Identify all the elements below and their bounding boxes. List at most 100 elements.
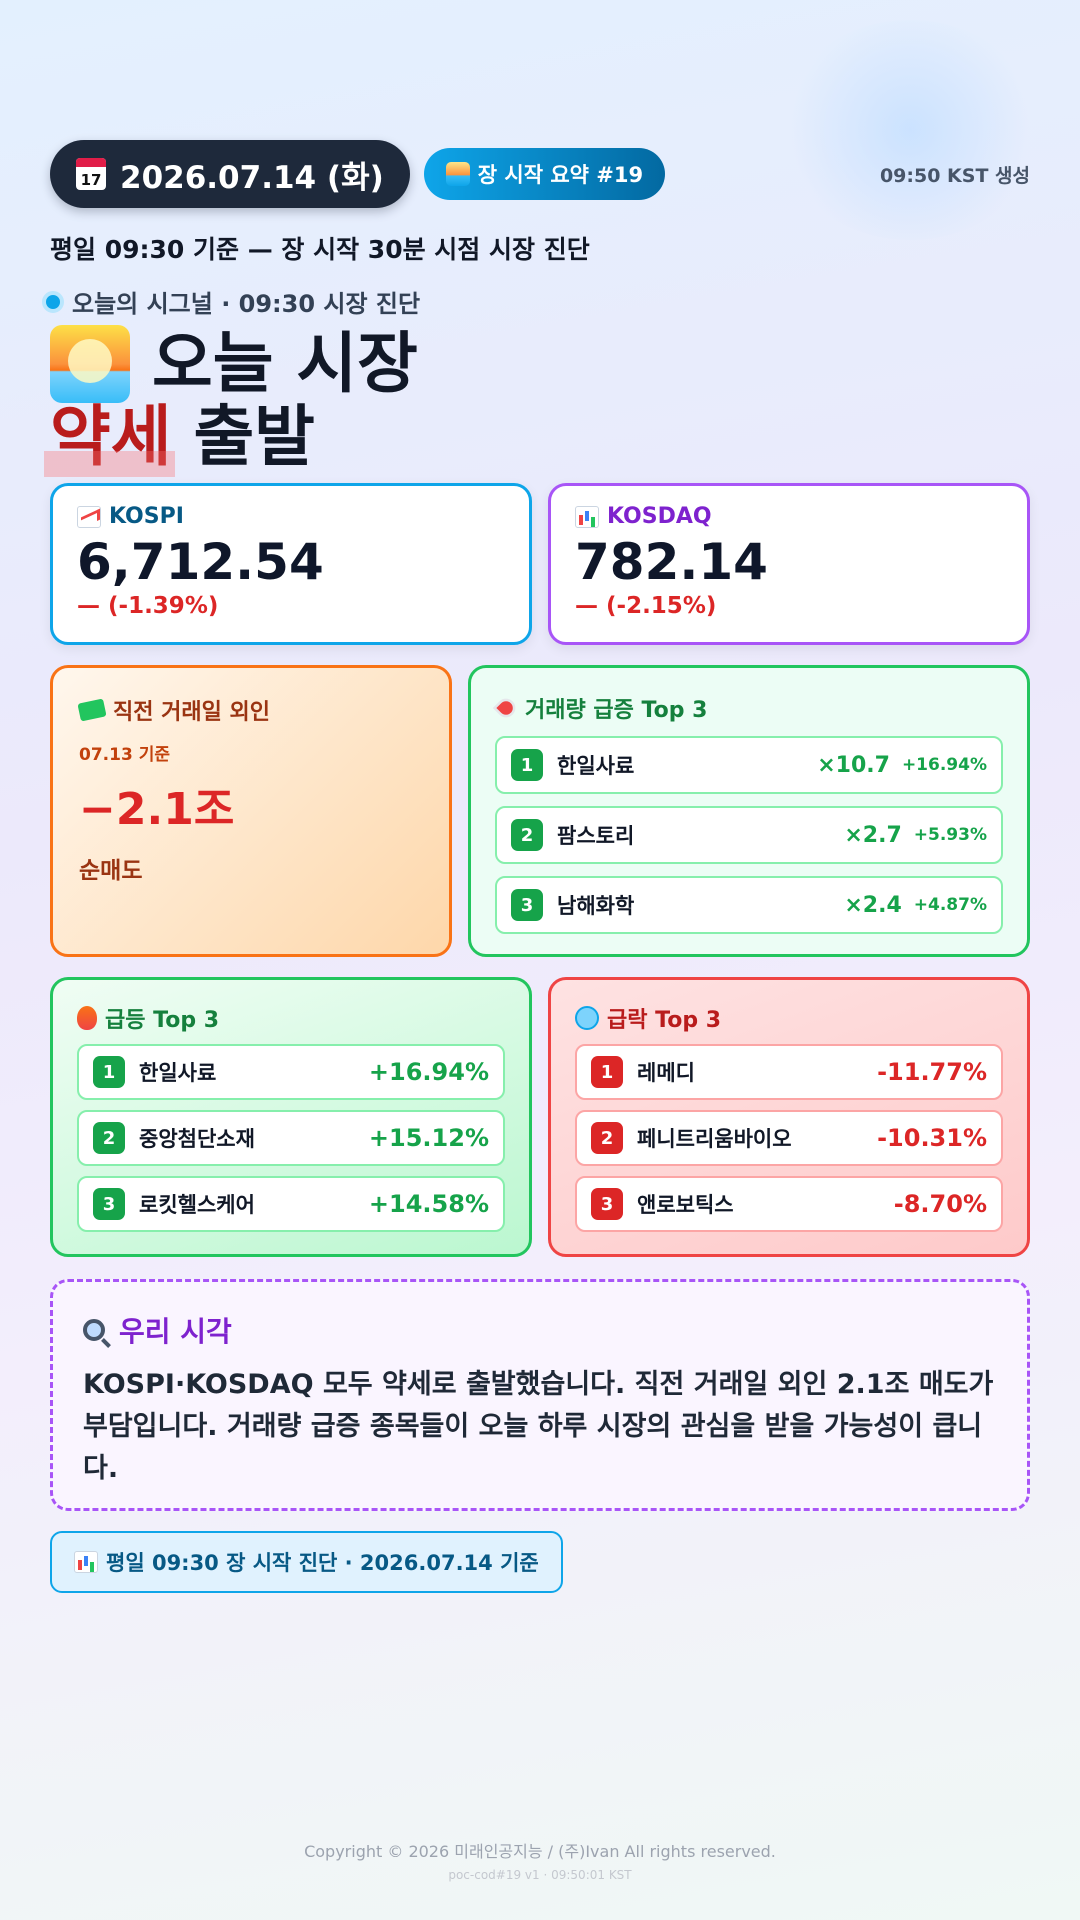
view-body: KOSPI·KOSDAQ 모두 약세로 출발했습니다. 직전 거래일 외인 2.…: [83, 1369, 994, 1484]
page-subtitle: 평일 09:30 기준 — 장 시작 30분 시점 시장 진단: [50, 235, 590, 264]
generated-time: 09:50 KST 생성: [879, 164, 1030, 187]
foreign-title-text: 직전 거래일 외인: [113, 700, 270, 725]
sunrise-icon: [50, 325, 130, 403]
view-title-text: 우리 시각: [119, 1315, 232, 1348]
money-icon: [77, 698, 107, 722]
foreign-basis: 07.13 기준: [79, 745, 170, 765]
list-item[interactable]: 3 로킷헬스케어 +14.58%: [77, 1176, 505, 1232]
rocket-icon: [492, 694, 520, 722]
stock-name: 팜스토리: [557, 824, 635, 848]
stock-name: 로킷헬스케어: [139, 1193, 255, 1217]
headline-line-2: 약세 출발: [43, 398, 1030, 477]
fire-icon: [77, 1006, 97, 1030]
calendar-icon: 17: [76, 158, 106, 190]
stock-name: 남해화학: [557, 894, 635, 918]
sunrise-icon: [445, 162, 470, 186]
stock-name: 레메디: [637, 1061, 695, 1085]
header-row: 17 2026.07.14 (화) 장 시작 요약 #19 09:50 KST …: [50, 140, 1030, 208]
list-item[interactable]: 2 중앙첨단소재 +15.12%: [77, 1110, 505, 1166]
stock-change: -10.31%: [877, 1124, 987, 1152]
magnifier-icon: [83, 1319, 105, 1341]
headline: 오늘 시장 약세 출발: [43, 325, 1030, 477]
stock-change: -8.70%: [893, 1190, 987, 1218]
report-card: 17 2026.07.14 (화) 장 시작 요약 #19 09:50 KST …: [42, 140, 1030, 1593]
stock-name: 중앙첨단소재: [139, 1127, 255, 1151]
kospi-name: KOSPI: [77, 504, 505, 529]
movers-row: 급등 Top 3 1 한일사료 +16.94% 2 중앙첨단소재 +15.12%…: [50, 977, 1030, 1257]
view-title: 우리 시각: [83, 1310, 997, 1350]
stock-name: 페니트리움바이오: [637, 1127, 792, 1151]
rank-badge: 1: [93, 1056, 125, 1088]
foreign-title: 직전 거래일 외인: [77, 694, 423, 726]
volume-surge-card: 거래량 급증 Top 3 1 한일사료 ×10.7 +16.94% 2 팜스토리…: [468, 665, 1030, 957]
gainers-card: 급등 Top 3 1 한일사료 +16.94% 2 중앙첨단소재 +15.12%…: [50, 977, 532, 1257]
signal-text: 오늘의 시그널 · 09:30 시장 진단: [72, 290, 421, 318]
rank-badge: 2: [591, 1122, 623, 1154]
kospi-card: KOSPI 6,712.54 — (-1.39%): [50, 483, 532, 645]
volume-title: 거래량 급증 Top 3: [492, 692, 1003, 724]
stock-change: +4.87%: [913, 895, 987, 915]
losers-card: 급락 Top 3 1 레메디 -11.77% 2 페니트리움바이오 -10.31…: [548, 977, 1030, 1257]
foreign-flow-card: 직전 거래일 외인 07.13 기준 −2.1조 순매도: [50, 665, 452, 957]
kosdaq-name: KOSDAQ: [575, 504, 1003, 529]
rank-badge: 3: [93, 1188, 125, 1220]
stock-change: -11.77%: [877, 1058, 987, 1086]
basis-badge-text: 평일 09:30 장 시작 진단 · 2026.07.14 기준: [106, 1551, 539, 1575]
date-pill: 17 2026.07.14 (화): [50, 140, 410, 208]
list-item[interactable]: 1 한일사료 ×10.7 +16.94%: [495, 736, 1003, 794]
volume-multiple: ×10.7: [817, 752, 890, 778]
list-item[interactable]: 3 남해화학 ×2.4 +4.87%: [495, 876, 1003, 934]
stock-name: 앤로보틱스: [637, 1193, 734, 1217]
flow-row: 직전 거래일 외인 07.13 기준 −2.1조 순매도 거래량 급증 Top …: [50, 665, 1030, 957]
stock-change: +15.12%: [368, 1124, 489, 1152]
headline-text-2: 출발: [193, 398, 315, 475]
list-item[interactable]: 3 앤로보틱스 -8.70%: [575, 1176, 1003, 1232]
basis-badge: 평일 09:30 장 시작 진단 · 2026.07.14 기준: [50, 1531, 563, 1593]
headline-line-1: 오늘 시장: [50, 325, 1030, 403]
summary-label: 장 시작 요약 #19: [477, 163, 644, 187]
volume-multiple: ×2.7: [844, 822, 902, 848]
foreign-label: 순매도: [79, 858, 143, 884]
build-code: poc-cod#19 v1 · 09:50:01 KST: [448, 1868, 632, 1882]
list-item[interactable]: 1 레메디 -11.77%: [575, 1044, 1003, 1100]
index-row: KOSPI 6,712.54 — (-1.39%) KOSDAQ 782.14 …: [50, 483, 1030, 645]
bar-chart-icon: [74, 1551, 98, 1573]
summary-pill: 장 시작 요약 #19: [423, 148, 666, 200]
background-glow: [780, 20, 1040, 240]
rank-badge: 3: [511, 889, 543, 921]
kosdaq-label: KOSDAQ: [607, 504, 712, 529]
volume-multiple: ×2.4: [844, 892, 902, 918]
headline-text-1: 오늘 시장: [152, 325, 418, 402]
rank-badge: 1: [511, 749, 543, 781]
rank-badge: 2: [511, 819, 543, 851]
stock-name: 한일사료: [139, 1061, 217, 1085]
copyright: Copyright © 2026 미래인공지능 / (주)Ivan All ri…: [304, 1842, 776, 1861]
foreign-amount: −2.1조: [79, 784, 235, 835]
losers-title: 급락 Top 3: [575, 1002, 1003, 1034]
volume-title-text: 거래량 급증 Top 3: [525, 698, 708, 723]
our-view-card: 우리 시각 KOSPI·KOSDAQ 모두 약세로 출발했습니다. 직전 거래일…: [50, 1279, 1030, 1511]
kospi-label: KOSPI: [109, 504, 184, 529]
bar-chart-icon: [575, 505, 599, 528]
stock-change: +5.93%: [913, 825, 987, 845]
rank-badge: 1: [591, 1056, 623, 1088]
gainers-title-text: 급등 Top 3: [105, 1008, 220, 1033]
date-text: 2026.07.14 (화): [120, 159, 384, 196]
kospi-change: — (-1.39%): [77, 593, 219, 619]
losers-title-text: 급락 Top 3: [607, 1008, 722, 1033]
kosdaq-card: KOSDAQ 782.14 — (-2.15%): [548, 483, 1030, 645]
stock-change: +16.94%: [901, 755, 987, 775]
list-item[interactable]: 2 팜스토리 ×2.7 +5.93%: [495, 806, 1003, 864]
kospi-value: 6,712.54: [77, 533, 324, 591]
headline-emphasis: 약세: [43, 398, 176, 477]
stock-name: 한일사료: [557, 754, 635, 778]
stock-change: +14.58%: [368, 1190, 489, 1218]
cold-face-icon: [575, 1006, 599, 1030]
list-item[interactable]: 1 한일사료 +16.94%: [77, 1044, 505, 1100]
kosdaq-change: — (-2.15%): [575, 593, 717, 619]
rank-badge: 3: [591, 1188, 623, 1220]
gainers-title: 급등 Top 3: [77, 1002, 505, 1034]
footer: Copyright © 2026 미래인공지능 / (주)Ivan All ri…: [0, 1838, 1080, 1882]
list-item[interactable]: 2 페니트리움바이오 -10.31%: [575, 1110, 1003, 1166]
stock-change: +16.94%: [368, 1058, 489, 1086]
